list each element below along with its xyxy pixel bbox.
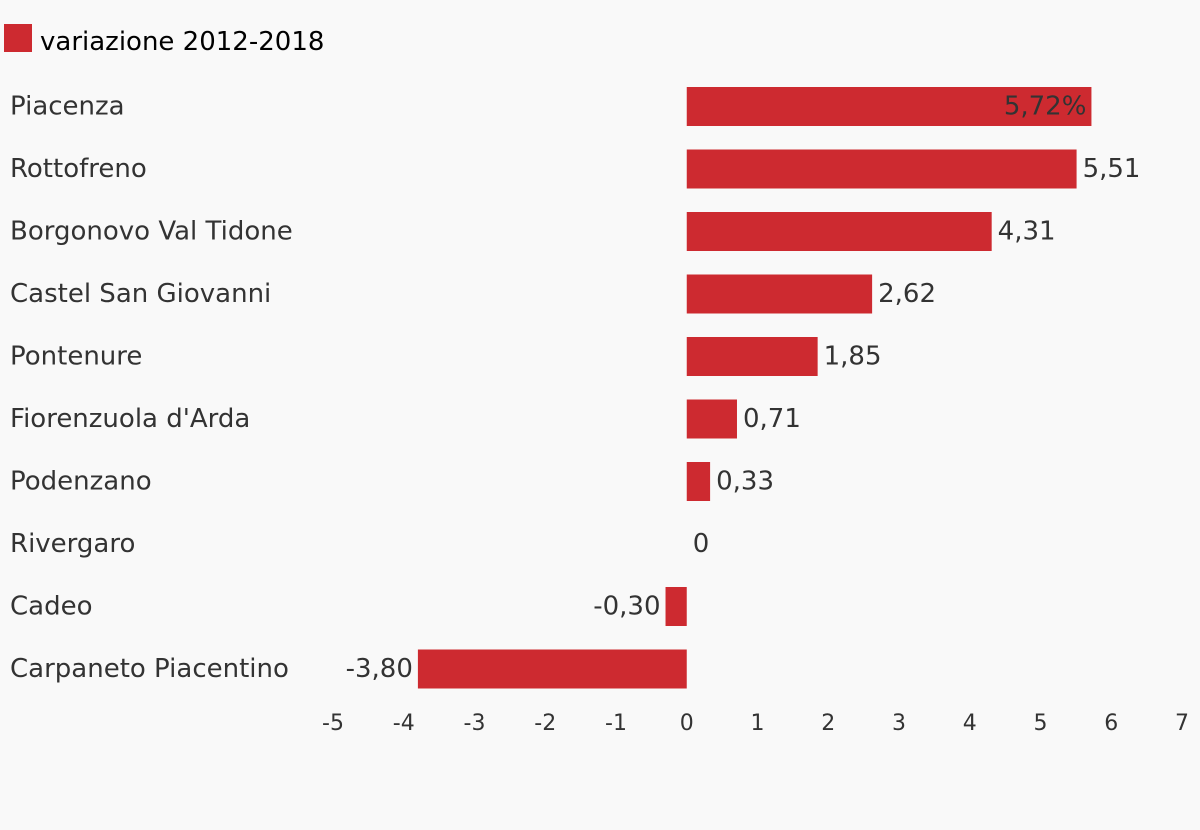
bar bbox=[686, 274, 873, 314]
x-tick-label: -2 bbox=[534, 711, 556, 736]
category-label: Piacenza bbox=[10, 92, 125, 122]
value-label: 0 bbox=[693, 529, 710, 559]
legend-label: variazione 2012-2018 bbox=[40, 27, 324, 57]
x-tick-label: 6 bbox=[1104, 711, 1118, 736]
category-label: Rottofreno bbox=[10, 154, 147, 184]
value-label: 1,85 bbox=[824, 342, 882, 372]
x-tick-label: 2 bbox=[821, 711, 835, 736]
category-label: Rivergaro bbox=[10, 529, 135, 559]
bar bbox=[686, 212, 992, 251]
x-tick-label: 1 bbox=[751, 711, 765, 736]
x-axis-ticks: -5 -4 -3 -2 -1 0 1 2 3 4 5 6 7 bbox=[322, 711, 1189, 736]
bar bbox=[665, 587, 687, 626]
bar bbox=[686, 462, 711, 501]
value-label: 2,62 bbox=[878, 279, 936, 309]
value-label: 5,51 bbox=[1083, 154, 1141, 184]
category-label: Podenzano bbox=[10, 467, 152, 497]
value-label: -3,80 bbox=[346, 654, 413, 684]
bar bbox=[686, 399, 737, 439]
legend-swatch bbox=[4, 24, 32, 52]
category-label: Castel San Giovanni bbox=[10, 279, 271, 309]
x-tick-label: -1 bbox=[605, 711, 627, 736]
x-tick-label: 3 bbox=[892, 711, 906, 736]
category-label: Carpaneto Piacentino bbox=[10, 654, 289, 684]
value-label: 5,72% bbox=[1004, 92, 1087, 122]
category-label: Borgonovo Val Tidone bbox=[10, 217, 293, 247]
x-tick-label: -4 bbox=[393, 711, 415, 736]
x-tick-label: 5 bbox=[1034, 711, 1048, 736]
bar bbox=[417, 649, 687, 689]
category-label: Cadeo bbox=[10, 592, 93, 622]
x-tick-label: 4 bbox=[963, 711, 977, 736]
value-label: 0,71 bbox=[743, 404, 801, 434]
x-tick-label: -3 bbox=[464, 711, 486, 736]
legend: variazione 2012-2018 bbox=[4, 24, 324, 57]
bar bbox=[686, 337, 818, 376]
value-label: 0,33 bbox=[716, 467, 774, 497]
x-tick-label: 7 bbox=[1175, 711, 1189, 736]
category-label: Pontenure bbox=[10, 342, 142, 372]
value-labels: 5,72% 5,51 4,31 2,62 1,85 0,71 0,33 0 -0,30 -3,80 bbox=[346, 92, 1141, 685]
category-labels: Piacenza Rottofreno Borgonovo Val Tidone Ca… bbox=[10, 92, 293, 685]
bar bbox=[686, 87, 1092, 126]
x-tick-label: 0 bbox=[680, 711, 694, 736]
bar bbox=[686, 149, 1077, 189]
category-label: Fiorenzuola d'Arda bbox=[10, 404, 250, 434]
bars bbox=[417, 87, 1092, 689]
value-label: -0,30 bbox=[593, 592, 660, 622]
x-tick-label: -5 bbox=[322, 711, 344, 736]
value-label: 4,31 bbox=[998, 217, 1056, 247]
